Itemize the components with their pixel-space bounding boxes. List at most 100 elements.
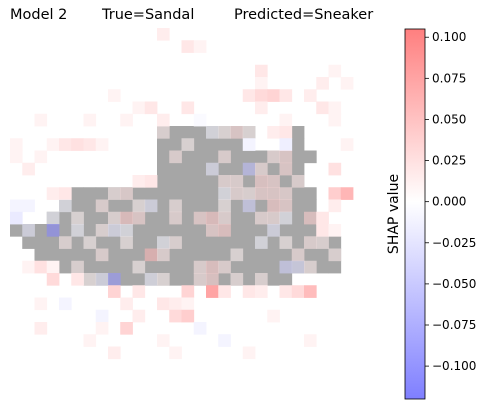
shap-cell [34,260,48,274]
silhouette-cell [279,175,293,188]
silhouette-cell [193,138,207,151]
shap-cell [120,297,133,311]
shap-cell [157,297,170,311]
shap-cell [46,138,60,151]
shap-cell [46,187,60,200]
shap-cell [157,126,170,139]
shap-cell [255,89,268,102]
silhouette-cell [304,187,317,200]
silhouette-cell [181,150,195,164]
shap-cell [193,322,207,335]
shap-cell [218,175,231,188]
shap-cell [120,113,133,127]
shap-cell [132,175,146,188]
shap-cell [267,89,280,102]
shap-cell [95,273,109,286]
shap-cell [108,224,121,237]
silhouette-cell [46,248,60,262]
silhouette-cell [193,175,207,188]
shap-cell [267,224,280,237]
silhouette-cell [59,211,72,225]
silhouette-cell [59,224,72,237]
shap-cell [267,175,280,188]
shap-cell [95,138,109,151]
shap-cell [46,260,60,274]
shap-cell [267,211,280,225]
silhouette-cell [193,162,207,176]
silhouette-cell [169,138,182,151]
shap-cell [193,273,207,286]
shap-cell [267,187,280,200]
shap-cell [120,322,133,335]
silhouette-cell [34,236,48,249]
silhouette-cell [181,175,195,188]
shap-cell [304,334,317,347]
shap-cell [242,199,256,213]
shap-cell [46,273,60,286]
silhouette-cell [193,199,207,213]
silhouette-cell [144,211,158,225]
silhouette-cell [291,138,305,151]
shap-cell [279,150,293,164]
silhouette-cell [193,150,207,164]
silhouette-cell [181,162,195,176]
silhouette-cell [242,224,256,237]
chart-title: Model 2 True=Sandal Predicted=Sneaker [10,7,373,23]
title-true-label: True=Sandal [102,7,195,23]
shap-cell [95,322,109,335]
silhouette-cell [304,150,317,164]
shap-cell [22,199,35,213]
silhouette-cell [218,273,231,286]
silhouette-cell [206,150,219,164]
silhouette-cell [83,224,97,237]
shap-cell [108,273,121,286]
shap-cell [206,260,219,274]
shap-cell [59,297,72,311]
silhouette-cell [157,162,170,176]
shap-cell [108,346,121,360]
silhouette-cell [120,199,133,213]
silhouette-cell [267,162,280,176]
shap-cell [132,260,146,274]
shap-cell [304,236,317,249]
silhouette-cell [108,199,121,213]
shap-cell [218,334,231,347]
shap-cell [218,126,231,139]
silhouette-cell [193,187,207,200]
shap-cell [218,187,231,200]
shap-cell [242,162,256,176]
shap-cell [267,150,280,164]
silhouette-cell [181,248,195,262]
shap-cell [22,224,35,237]
silhouette-cell [230,162,244,176]
shap-cell [120,187,133,200]
silhouette-cell [181,187,195,200]
silhouette-cell [218,248,231,262]
shap-cell [83,138,97,151]
silhouette-cell [267,273,280,286]
shap-cell [230,248,244,262]
silhouette-cell [218,162,231,176]
silhouette-cell [206,199,219,213]
silhouette-cell [157,199,170,213]
shap-cell [304,211,317,225]
silhouette-cell [144,260,158,274]
shap-cell [255,211,268,225]
shap-cell [267,309,280,323]
shap-cell [22,162,35,176]
shap-cell [34,297,48,311]
shap-cell [279,199,293,213]
silhouette-cell [242,236,256,249]
silhouette-cell [157,175,170,188]
shap-cell [291,175,305,188]
shap-cell [157,334,170,347]
shap-cell [206,126,219,139]
shap-cell [279,211,293,225]
shap-cell [59,199,72,213]
silhouette-cell [95,260,109,274]
silhouette-cell [242,150,256,164]
shap-cell [169,199,182,213]
silhouette-cell [120,248,133,262]
shap-cell [157,248,170,262]
